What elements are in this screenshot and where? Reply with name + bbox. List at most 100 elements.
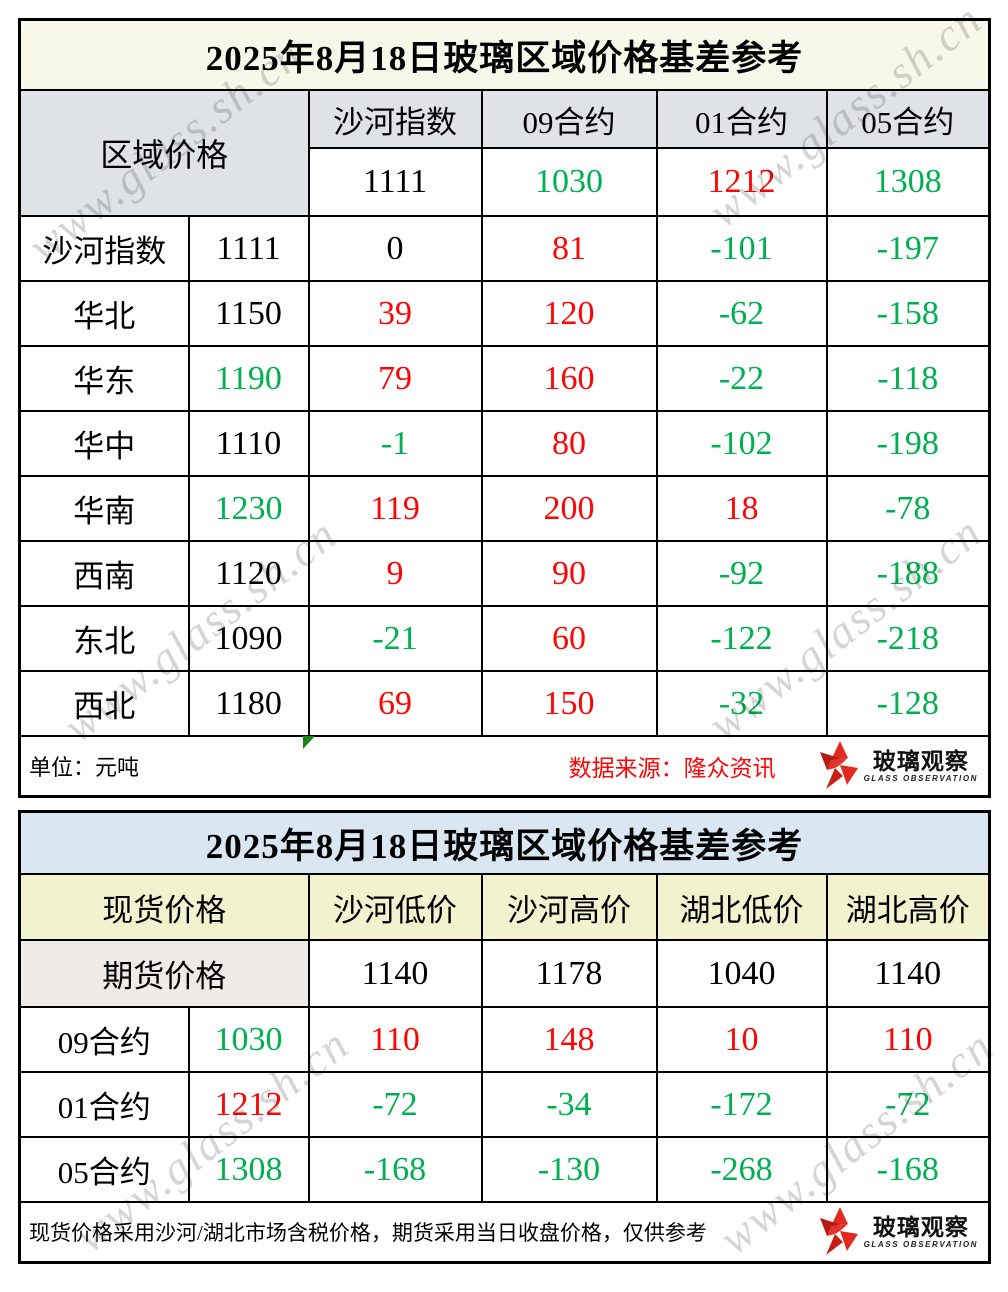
col-header-shahe-high: 沙河高价 [480,873,658,941]
data-source-label: 数据来源：隆众资讯 [568,756,776,781]
table-row: 华北 1150 39 120 -62 -158 [18,280,991,347]
col-header-shahe-index: 沙河指数 [307,89,483,149]
col-header-09-contract: 09合约 [480,89,658,149]
table2-corner-label: 现货价格 [18,873,310,941]
logo-star-icon [819,1207,858,1255]
basis-cell: 120 [480,280,658,347]
row-label: 华中 [18,410,190,477]
futures-price-cell: 1030 [187,1006,310,1073]
futures-price-cell: 1308 [187,1136,310,1203]
table1-title: 2025年8月18日玻璃区域价格基差参考 [18,18,991,91]
basis-cell: 148 [480,1006,658,1073]
row-label: 华南 [18,475,190,542]
table-row: 期货价格 1140 1178 1040 1140 [18,939,991,1008]
table-row: 华南 1230 119 200 18 -78 [18,475,991,542]
basis-cell: 18 [655,475,828,542]
spot-price-cell: 1178 [480,939,658,1008]
basis-cell: -62 [655,280,828,347]
logo-en-text: GLASS OBSERVATION [863,1239,979,1249]
basis-cell: -72 [307,1071,483,1138]
table2-footer: 现货价格采用沙河/湖北市场含税价格，期货采用当日收盘价格，仅供参考 玻璃观察 G… [18,1201,991,1264]
row-label: 西南 [18,540,190,607]
basis-cell: 60 [480,605,658,672]
basis-cell: -22 [655,345,828,412]
basis-cell: -101 [655,215,828,282]
col-header-05-contract: 05合约 [825,89,991,149]
logo-star-icon [819,741,858,789]
basis-cell: -128 [825,670,991,737]
basis-cell: -1 [307,410,483,477]
basis-cell: -130 [480,1136,658,1203]
basis-cell: 9 [307,540,483,607]
ref-price-cell: 1308 [825,147,991,217]
table-row: 沙河指数 1111 0 81 -101 -197 [18,215,991,282]
spot-price-cell: 1040 [655,939,828,1008]
row-label: 华东 [18,345,190,412]
basis-cell: -78 [825,475,991,542]
basis-cell: -188 [825,540,991,607]
spot-price-cell: 1230 [187,475,310,542]
spot-price-cell: 1110 [187,410,310,477]
logo-cn-text: 玻璃观察 [872,1214,969,1240]
basis-cell: -34 [480,1071,658,1138]
spot-price-cell: 1180 [187,670,310,737]
table-row: 09合约 1030 110 148 10 110 [18,1006,991,1073]
basis-cell: 10 [655,1006,828,1073]
spot-price-cell: 1150 [187,280,310,347]
table-row: 西北 1180 69 150 -32 -128 [18,670,991,737]
ref-price-cell: 1111 [307,147,483,217]
table-row: 东北 1090 -21 60 -122 -218 [18,605,991,672]
table-row: 华中 1110 -1 80 -102 -198 [18,410,991,477]
basis-cell: 150 [480,670,658,737]
basis-cell: -118 [825,345,991,412]
basis-cell: -32 [655,670,828,737]
futures-price-cell: 1212 [187,1071,310,1138]
spot-price-cell: 1090 [187,605,310,672]
basis-cell: -72 [825,1071,991,1138]
basis-cell: 119 [307,475,483,542]
table1-corner-label: 区域价格 [18,89,310,217]
basis-cell: -268 [655,1136,828,1203]
basis-cell: 110 [825,1006,991,1073]
logo-en-text: GLASS OBSERVATION [863,773,979,783]
basis-cell: 39 [307,280,483,347]
basis-cell: -21 [307,605,483,672]
basis-cell: -168 [307,1136,483,1203]
spot-price-cell: 1190 [187,345,310,412]
table2-title: 2025年8月18日玻璃区域价格基差参考 [18,810,991,875]
col-header-hubei-high: 湖北高价 [825,873,991,941]
basis-cell: 0 [307,215,483,282]
basis-cell: 80 [480,410,658,477]
basis-cell: -158 [825,280,991,347]
basis-cell: -102 [655,410,828,477]
table-row: 西南 1120 9 90 -92 -188 [18,540,991,607]
basis-cell: 69 [307,670,483,737]
glass-observation-logo: 玻璃观察 GLASS OBSERVATION [818,741,978,791]
glass-observation-logo: 玻璃观察 GLASS OBSERVATION [818,1207,978,1257]
ref-price-cell: 1212 [655,147,828,217]
basis-cell: 81 [480,215,658,282]
unit-label: 单位：元吨 [29,755,140,780]
logo-cn-text: 玻璃观察 [872,748,969,774]
basis-cell: -218 [825,605,991,672]
ref-price-cell: 1030 [480,147,658,217]
futures-price-row-label: 期货价格 [18,939,310,1008]
basis-cell: 79 [307,345,483,412]
row-label: 西北 [18,670,190,737]
disclaimer-note: 现货价格采用沙河/湖北市场含税价格，期货采用当日收盘价格，仅供参考 [29,1221,707,1245]
spot-price-cell: 1140 [307,939,483,1008]
row-label: 09合约 [18,1006,190,1073]
row-label: 01合约 [18,1071,190,1138]
basis-cell: 200 [480,475,658,542]
spot-futures-basis-table: 2025年8月18日玻璃区域价格基差参考 现货价格 沙河低价 沙河高价 湖北低价… [18,810,992,1264]
col-header-01-contract: 01合约 [655,89,828,149]
spot-price-cell: 1120 [187,540,310,607]
row-label: 东北 [18,605,190,672]
row-label: 华北 [18,280,190,347]
row-label: 05合约 [18,1136,190,1203]
table-row: 华东 1190 79 160 -22 -118 [18,345,991,412]
basis-cell: 110 [307,1006,483,1073]
col-header-hubei-low: 湖北低价 [655,873,828,941]
row-label: 沙河指数 [18,215,190,282]
basis-cell: -122 [655,605,828,672]
